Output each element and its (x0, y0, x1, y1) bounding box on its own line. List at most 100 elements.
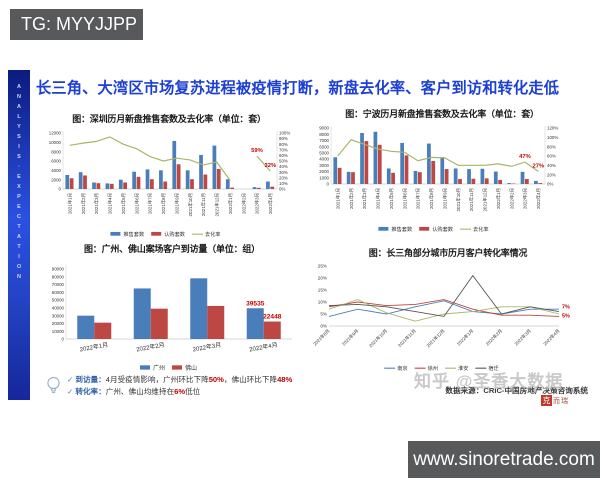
推售套数-bar (199, 154, 203, 189)
广州-bar (190, 278, 208, 339)
insight-text: 低位 (185, 386, 201, 396)
svg-text:徐州: 徐州 (428, 364, 438, 372)
认购套数-bar (418, 172, 422, 184)
svg-text:2022年2月: 2022年2月 (508, 188, 515, 209)
tg-handle-badge: TG: MYYJJPP (10, 9, 143, 40)
svg-text:2021年7月: 2021年7月 (147, 193, 154, 214)
insight-line: ✓ 转化率：广州、佛山均维持在6%低位 (67, 386, 292, 398)
svg-text:2022年1月: 2022年1月 (495, 188, 502, 209)
认购套数-bar (377, 144, 382, 184)
svg-text:0: 0 (327, 182, 330, 187)
svg-text:10000: 10000 (52, 329, 65, 334)
svg-text:40%: 40% (547, 163, 556, 168)
conversion-chart-title: 图：长三角部分城市历月客户转化率情况 (368, 248, 528, 258)
svg-text:7000: 7000 (319, 138, 329, 143)
svg-text:2022年1月: 2022年1月 (455, 327, 475, 347)
认购套数-bar (136, 176, 141, 189)
svg-text:2022年4月: 2022年4月 (249, 341, 279, 354)
认购套数-bar (458, 179, 462, 184)
insight-text: 4月受疫情影响，广州环比下降 (105, 375, 209, 384)
svg-text:6000: 6000 (51, 159, 61, 164)
legend-item: 宿迁 (475, 364, 499, 372)
推售套数-bar (520, 171, 525, 184)
visits-chart-plot: 0 10000 20000 30000 40000 50000 60000 70000 8000… (38, 256, 306, 379)
svg-text:去化率: 去化率 (205, 230, 221, 238)
svg-text:2021年11月: 2021年11月 (468, 188, 475, 211)
认购套数-bar (538, 183, 543, 184)
insight-line: ✓ 到访量：4月受疫情影响，广州环比下降50%，佛山环比下降48% (67, 374, 292, 386)
推售套数-bar (266, 181, 270, 189)
svg-text:3000: 3000 (319, 163, 329, 168)
svg-text:广州: 广州 (153, 364, 165, 372)
svg-text:100%: 100% (547, 135, 558, 140)
认购套数-bar (431, 160, 436, 184)
svg-text:2021年8月: 2021年8月 (428, 188, 435, 209)
svg-text:80%: 80% (279, 142, 288, 147)
svg-text:2021年4月: 2021年4月 (107, 193, 114, 214)
认购套数-bar (96, 183, 101, 189)
svg-text:2021年8月: 2021年8月 (312, 327, 332, 347)
推售套数-bar (118, 179, 123, 189)
legend-item: 徐州 (414, 364, 438, 372)
svg-text:2021年3月: 2021年3月 (361, 188, 368, 209)
conversion-chart: 图：长三角部分城市历月客户转化率情况 0% 5% 10% 15% 20% 25% 7% 5% 2… (306, 246, 590, 379)
svg-text:7%: 7% (562, 305, 570, 311)
svg-text:60%: 60% (547, 154, 556, 159)
svg-text:2021年12月: 2021年12月 (482, 188, 489, 211)
认购套数-bar (176, 164, 181, 189)
svg-text:2021年11月: 2021年11月 (396, 327, 417, 348)
去化率-line (337, 138, 539, 172)
insight-label: 转化率： (75, 386, 106, 396)
推售套数-bar (65, 175, 70, 189)
svg-text:90%: 90% (279, 136, 288, 141)
svg-text:2021年12月: 2021年12月 (214, 193, 221, 216)
svg-text:30%: 30% (279, 170, 288, 175)
认购套数-bar (471, 178, 476, 184)
推售套数-bar (78, 172, 83, 189)
svg-text:推售套数: 推售套数 (123, 230, 145, 238)
svg-text:27%: 27% (533, 163, 545, 169)
insight-text: ，佛山环比下降 (223, 375, 278, 384)
推售套数-bar (453, 168, 458, 184)
svg-text:30000: 30000 (52, 313, 65, 318)
page-title: 长三角、大湾区市场复苏进程被疫情打断，新盘去化率、客户到访和转化走低 (36, 80, 560, 97)
svg-text:5000: 5000 (319, 150, 329, 155)
legend-item: 推售套数 (378, 225, 413, 233)
svg-text:认购套数: 认购套数 (432, 225, 454, 233)
认购套数-bar (216, 168, 221, 189)
认购套数-bar (404, 155, 409, 184)
认购套数-bar (163, 181, 168, 189)
svg-text:2000: 2000 (51, 177, 61, 182)
insight-text: 50% (208, 375, 224, 384)
认购套数-bar (391, 172, 395, 184)
cric-seal-icon: 克 (541, 395, 552, 406)
svg-text:南京: 南京 (397, 364, 407, 372)
推售套数-bar (132, 171, 137, 189)
svg-text:推售套数: 推售套数 (391, 225, 413, 233)
legend-item: 认购套数 (151, 230, 186, 238)
svg-text:2022年1月: 2022年1月 (227, 193, 234, 214)
svg-text:2021年2月: 2021年2月 (80, 193, 87, 214)
认购套数-bar (484, 178, 489, 184)
sidebar-vertical-text: ANALYSIS·EXPECTATION (16, 84, 22, 284)
推售套数-bar (440, 157, 445, 184)
广州-bar (77, 315, 95, 339)
推售套数-bar (92, 182, 96, 189)
svg-text:10%: 10% (318, 300, 327, 305)
广州-bar (246, 308, 264, 339)
legend-item: 南京 (384, 364, 408, 372)
svg-text:25%: 25% (318, 264, 327, 269)
svg-text:2022年4月: 2022年4月 (535, 188, 542, 209)
cric-logo-text: 而瑞 (553, 397, 569, 405)
佛山-bar (94, 322, 112, 339)
svg-text:22448: 22448 (263, 314, 282, 321)
legend-item: 认购套数 (419, 225, 454, 233)
svg-text:39535: 39535 (246, 300, 265, 307)
认购套数-bar (203, 174, 208, 189)
认购套数-bar (257, 187, 261, 189)
ningbo-chart-plot: 0 1000 2000 3000 4000 5000 6000 7000 8000 9000 0% 2… (306, 121, 578, 239)
shenzhen-chart-plot: 0 2000 4000 6000 8000 10000 12000 0% 10% 20% 30% 40… (38, 126, 300, 244)
认购套数-bar (190, 179, 194, 189)
推售套数-bar (185, 170, 190, 189)
check-icon: ✓ (67, 386, 74, 396)
